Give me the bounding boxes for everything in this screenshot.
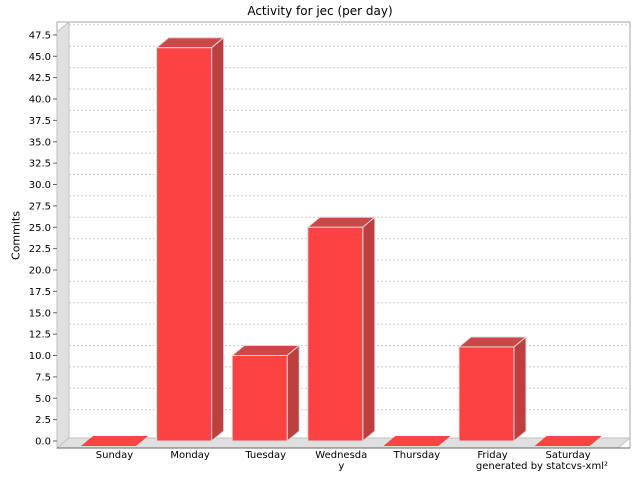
bar-friday-side (513, 335, 527, 443)
y-tick-label: 17.5 (29, 287, 51, 298)
y-tick-label: 20.0 (29, 266, 51, 277)
y-tick-label: 30.0 (29, 180, 51, 191)
y-tick-label: 40.0 (29, 95, 51, 106)
y-tick-label: 47.5 (29, 30, 51, 41)
bar-tuesday-side (286, 344, 300, 443)
y-tick-label: 22.5 (29, 244, 51, 255)
y-tick-label: 45.0 (29, 52, 51, 63)
x-tick-label-friday: Friday (477, 450, 508, 461)
y-tick-label: 35.0 (29, 137, 51, 148)
generator-credit: generated by statcvs-xml² (475, 461, 608, 472)
bar-sunday (81, 436, 148, 446)
y-tick-label: 7.5 (35, 372, 51, 383)
x-tick-label-tuesday: Tuesday (245, 450, 287, 461)
y-tick-label: 25.0 (29, 223, 51, 234)
y-tick-label: 42.5 (29, 73, 51, 84)
x-tick-label-saturday: Saturday (545, 450, 591, 461)
bar-tuesday (231, 355, 288, 442)
y-tick-label: 37.5 (29, 116, 51, 127)
bar-thursday (383, 436, 451, 446)
y-tick-label: 5.0 (35, 394, 51, 405)
x-tick-label-thursday: Thursday (393, 450, 441, 461)
chart-title: Activity for jec (per day) (247, 4, 393, 18)
x-tick-label-wednesday: Wednesday (315, 450, 368, 472)
y-tick-label: 32.5 (29, 159, 51, 170)
bar-wednesday-side (362, 216, 376, 443)
bar-monday (156, 47, 213, 442)
bar-wednesday (307, 226, 364, 442)
y-tick-label: 2.5 (35, 415, 51, 426)
left-wall-3d (56, 20, 70, 450)
y-tick-label: 0.0 (35, 437, 51, 448)
bar-friday (458, 346, 515, 442)
y-tick-label: 15.0 (29, 308, 51, 319)
bar-monday-side (211, 36, 225, 443)
x-tick-label-sunday: Sunday (95, 450, 134, 461)
y-tick-label: 10.0 (29, 351, 51, 362)
y-tick-label: 27.5 (29, 201, 51, 212)
y-tick-label: 12.5 (29, 330, 51, 341)
x-tick-label-monday: Monday (170, 450, 210, 461)
bar-saturday (534, 436, 602, 446)
